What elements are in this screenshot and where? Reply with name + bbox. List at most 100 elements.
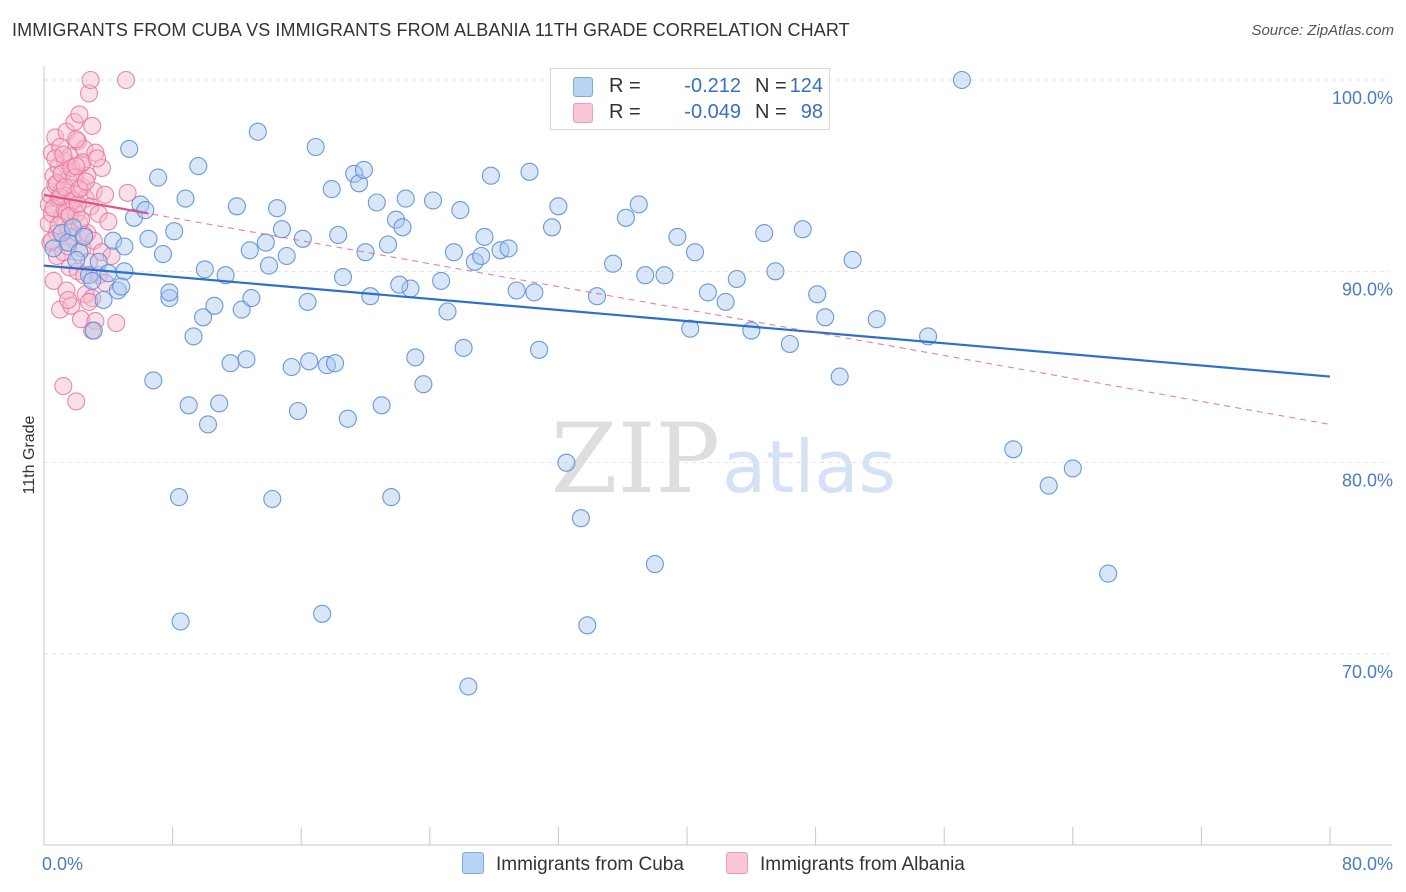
cuba-points (44, 70, 1118, 696)
cuba-point-105 (816, 308, 835, 327)
albania-point-96 (87, 149, 107, 168)
grid-layer (44, 79, 1390, 655)
albania-point-41 (71, 310, 91, 329)
cuba-point-89 (616, 208, 635, 227)
cuba-point-100 (755, 224, 774, 243)
cuba-point-68 (414, 375, 433, 394)
albania-point-97 (67, 157, 86, 176)
r-label: R = (609, 101, 641, 123)
cuba-point-7 (84, 321, 103, 340)
cuba-point-120 (432, 271, 451, 290)
cuba-point-82 (542, 218, 562, 237)
cuba-point-91 (636, 266, 655, 285)
cuba-point-9 (94, 290, 113, 310)
cuba-point-86 (578, 616, 597, 635)
albania-trend-line-solid (43, 193, 149, 215)
cuba-point-56 (350, 174, 369, 193)
cuba-point-95 (681, 319, 700, 338)
cuba-point-43 (277, 246, 296, 266)
cuba-point-58 (361, 287, 380, 306)
cuba-point-53 (333, 268, 353, 287)
cuba-point-6 (79, 266, 99, 285)
cuba-point-132 (685, 243, 705, 262)
cuba-point-23 (169, 488, 189, 507)
albania-point-95 (79, 292, 99, 311)
cuba-point-108 (867, 310, 886, 329)
albania-swatch (573, 103, 593, 123)
n-value: 124 (789, 75, 823, 97)
cuba-point-67 (406, 348, 425, 367)
albania-point-50 (79, 84, 99, 103)
cuba-point-52 (329, 225, 348, 245)
bottom-legend-albania: Immigrants from Albania (726, 852, 965, 876)
cuba-point-93 (655, 266, 674, 285)
cuba-point-39 (256, 233, 275, 252)
cuba-point-32 (216, 266, 235, 285)
albania-points (39, 70, 137, 411)
cuba-point-48 (306, 137, 325, 157)
cuba-point-83 (549, 197, 568, 216)
cuba-point-119 (390, 275, 409, 294)
cuba-point-49 (313, 604, 332, 623)
cuba-point-60 (372, 396, 391, 415)
cuba-point-34 (227, 197, 246, 216)
cuba-point-64 (393, 218, 412, 237)
albania-point-92 (116, 70, 136, 90)
cuba-point-19 (149, 168, 168, 187)
cuba-point-126 (139, 229, 158, 248)
cuba-point-130 (459, 677, 478, 696)
cuba-point-33 (221, 354, 240, 373)
cuba-point-73 (454, 338, 473, 357)
legend-label-albania: Immigrants from Albania (760, 854, 965, 875)
cuba-point-71 (444, 243, 463, 262)
albania-point-77 (54, 145, 73, 164)
cuba-point-57 (354, 160, 373, 179)
r-value: -0.212 (684, 75, 741, 97)
albania-point-85 (67, 130, 86, 149)
cuba-point-103 (793, 220, 812, 239)
cuba-point-123 (67, 250, 86, 269)
cuba-point-5 (75, 227, 94, 246)
cuba-point-121 (472, 246, 491, 266)
cuba-point-55 (345, 164, 364, 183)
cuba-point-36 (237, 350, 256, 369)
albania-point-70 (42, 231, 62, 250)
y-tick-label-0: 70.0% (1342, 662, 1393, 682)
cuba-point-110 (1004, 440, 1023, 459)
n-label: N = (755, 75, 787, 97)
y-tick-label-3: 100.0% (1332, 88, 1393, 108)
cuba-point-26 (184, 327, 203, 346)
albania-point-64 (96, 185, 115, 204)
n-label: N = (755, 101, 787, 123)
cuba-point-65 (396, 189, 415, 208)
x-tick-label-0: 0.0% (42, 854, 83, 874)
cuba-point-111 (1039, 476, 1058, 495)
albania-point-38 (70, 105, 89, 124)
albania-swatch (726, 852, 748, 874)
cuba-point-69 (423, 191, 443, 210)
bottom-legend-cuba: Immigrants from Cuba (462, 852, 684, 876)
cuba-point-104 (808, 285, 827, 304)
cuba-point-85 (571, 509, 590, 528)
tick-labels: 70.0% 80.0% 90.0% 100.0% 0.0% 80.0% 11th Grade (21, 88, 1393, 874)
cuba-point-92 (645, 555, 664, 574)
cuba-point-88 (604, 254, 623, 273)
cuba-trend-line (43, 264, 1331, 378)
cuba-point-117 (259, 256, 279, 275)
cuba-point-44 (282, 357, 301, 377)
cuba-point-81 (530, 340, 549, 359)
albania-point-19 (54, 377, 73, 396)
cuba-point-97 (716, 292, 735, 311)
cuba-point-128 (298, 292, 317, 311)
stats-legend: R = -0.212 N = 124 R = -0.049 N = 98 (550, 68, 830, 130)
cuba-point-45 (288, 401, 308, 421)
cuba-point-20 (153, 245, 173, 264)
cuba-point-51 (322, 180, 341, 199)
cuba-point-27 (189, 157, 208, 176)
cuba-point-90 (629, 195, 648, 214)
albania-point-54 (83, 116, 102, 135)
cuba-point-70 (438, 302, 457, 321)
cuba-point-21 (160, 289, 179, 308)
cuba-point-115 (160, 283, 179, 302)
cuba-point-63 (386, 210, 406, 229)
